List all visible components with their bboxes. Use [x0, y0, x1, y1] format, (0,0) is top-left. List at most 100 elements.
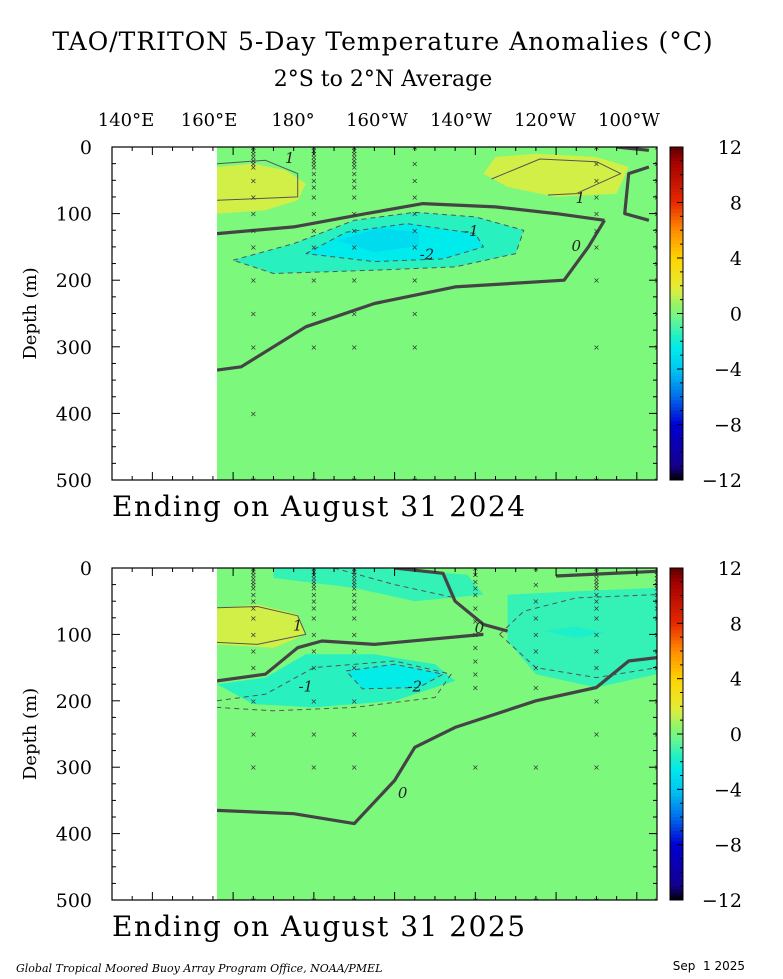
mooring-marker: × — [411, 310, 418, 319]
mooring-marker: × — [533, 763, 540, 772]
mooring-marker: × — [593, 614, 600, 623]
mooring-marker: × — [411, 243, 418, 252]
anomaly-region-warm-west — [217, 163, 306, 214]
mooring-marker: × — [533, 614, 540, 623]
mooring-marker: × — [533, 581, 540, 590]
y-axis-label: Depth (m) — [20, 267, 41, 359]
mooring-marker: × — [593, 243, 600, 252]
mooring-marker: × — [654, 564, 661, 573]
mooring-marker: × — [472, 657, 479, 666]
mooring-marker: × — [351, 604, 358, 613]
colorbar: 12 8 4 0 −4 −8 −12 — [669, 558, 742, 912]
contour-line — [345, 663, 444, 690]
mooring-marker: × — [250, 409, 257, 418]
x-tick-label: 160°E — [181, 110, 238, 131]
mooring-marker: × — [311, 170, 318, 179]
mooring-marker: × — [311, 574, 318, 583]
mooring-marker: × — [533, 630, 540, 639]
y-tick-label: 200 — [56, 270, 92, 292]
mooring-marker: × — [593, 584, 600, 593]
mooring-marker: × — [250, 581, 257, 590]
mooring-marker: × — [250, 226, 257, 235]
mooring-marker: × — [311, 584, 318, 593]
mooring-marker: × — [250, 604, 257, 613]
colorbar-tick-label: 0 — [730, 304, 742, 326]
mooring-marker: × — [250, 343, 257, 352]
mooring-marker: × — [654, 591, 661, 600]
mooring-marker: × — [351, 163, 358, 172]
mooring-marker: × — [351, 584, 358, 593]
mooring-marker: × — [250, 664, 257, 673]
mooring-marker: × — [250, 584, 257, 593]
mooring-marker: × — [311, 226, 318, 235]
contour-line — [216, 606, 307, 645]
mooring-marker: × — [311, 597, 318, 606]
y-tick-label: 200 — [56, 691, 92, 713]
contour-line — [556, 569, 658, 578]
colorbar-tick-label: −8 — [714, 835, 742, 857]
mooring-marker: × — [654, 577, 661, 586]
mooring-marker: × — [472, 670, 479, 679]
mooring-marker: × — [411, 193, 418, 202]
x-axis-top-labels: 140°E 160°E 180° 160°W 140°W 120°W 100°W — [98, 110, 661, 131]
mooring-marker: × — [351, 647, 358, 656]
colorbar-tick-label: 8 — [730, 613, 742, 635]
contour-line — [491, 158, 622, 196]
mooring-marker: × — [250, 153, 257, 162]
mooring-marker: × — [311, 604, 318, 613]
mooring-marker: × — [311, 210, 318, 219]
mooring-marker: × — [351, 664, 358, 673]
x-tick-label: 160°W — [346, 110, 408, 131]
mooring-marker: × — [250, 730, 257, 739]
mooring-marker: × — [593, 604, 600, 613]
y-tick-label: 300 — [56, 337, 92, 359]
mooring-marker: × — [593, 730, 600, 739]
mooring-marker: × — [311, 343, 318, 352]
contour-label: 0 — [571, 237, 581, 255]
mooring-marker: × — [411, 276, 418, 285]
mooring-marker: × — [351, 276, 358, 285]
contour-line — [333, 568, 456, 599]
colorbar-tick-label: −12 — [702, 890, 742, 912]
mooring-marker: × — [593, 276, 600, 285]
contour-line — [623, 165, 650, 222]
mooring-marker: × — [411, 176, 418, 185]
mooring-marker: × — [351, 763, 358, 772]
y-tick-label: 0 — [80, 137, 92, 159]
mooring-marker: × — [351, 574, 358, 583]
contour-label: -1 — [464, 222, 479, 240]
colorbar-tick-label: −4 — [714, 779, 742, 801]
mooring-marker: × — [533, 647, 540, 656]
mooring-marker: × — [250, 647, 257, 656]
y-axis-label: Depth (m) — [20, 688, 41, 780]
mooring-marker: × — [351, 567, 358, 576]
mooring-marker: × — [593, 697, 600, 706]
mooring-marker: × — [654, 567, 661, 576]
mooring-marker: × — [250, 577, 257, 586]
mooring-marker: × — [593, 597, 600, 606]
panel-label: Ending on August 31 2024 — [112, 490, 527, 523]
mooring-marker: × — [250, 146, 257, 155]
anomaly-region-cool-east — [507, 587, 657, 688]
mooring-marker: × — [311, 697, 318, 706]
mooring-marker: × — [250, 574, 257, 583]
mooring-marker: × — [311, 581, 318, 590]
mooring-marker: × — [351, 176, 358, 185]
contour-line — [232, 211, 525, 274]
contour-line — [216, 632, 484, 683]
mooring-marker: × — [593, 343, 600, 352]
chart-title: TAO/TRITON 5-Day Temperature Anomalies (… — [52, 27, 713, 56]
mooring-marker: × — [351, 146, 358, 155]
mooring-marker: × — [351, 571, 358, 580]
mooring-marker: × — [250, 176, 257, 185]
mooring-marker: × — [351, 577, 358, 586]
mooring-marker: × — [351, 160, 358, 169]
mooring-marker: × — [533, 597, 540, 606]
x-tick-label: 140°W — [430, 110, 492, 131]
mooring-marker: × — [411, 210, 418, 219]
mooring-marker: × — [351, 581, 358, 590]
mooring-marker: × — [311, 730, 318, 739]
contour-line — [499, 594, 658, 635]
mooring-marker: × — [654, 574, 661, 583]
anomaly-region-cool-east-2 — [544, 626, 605, 638]
